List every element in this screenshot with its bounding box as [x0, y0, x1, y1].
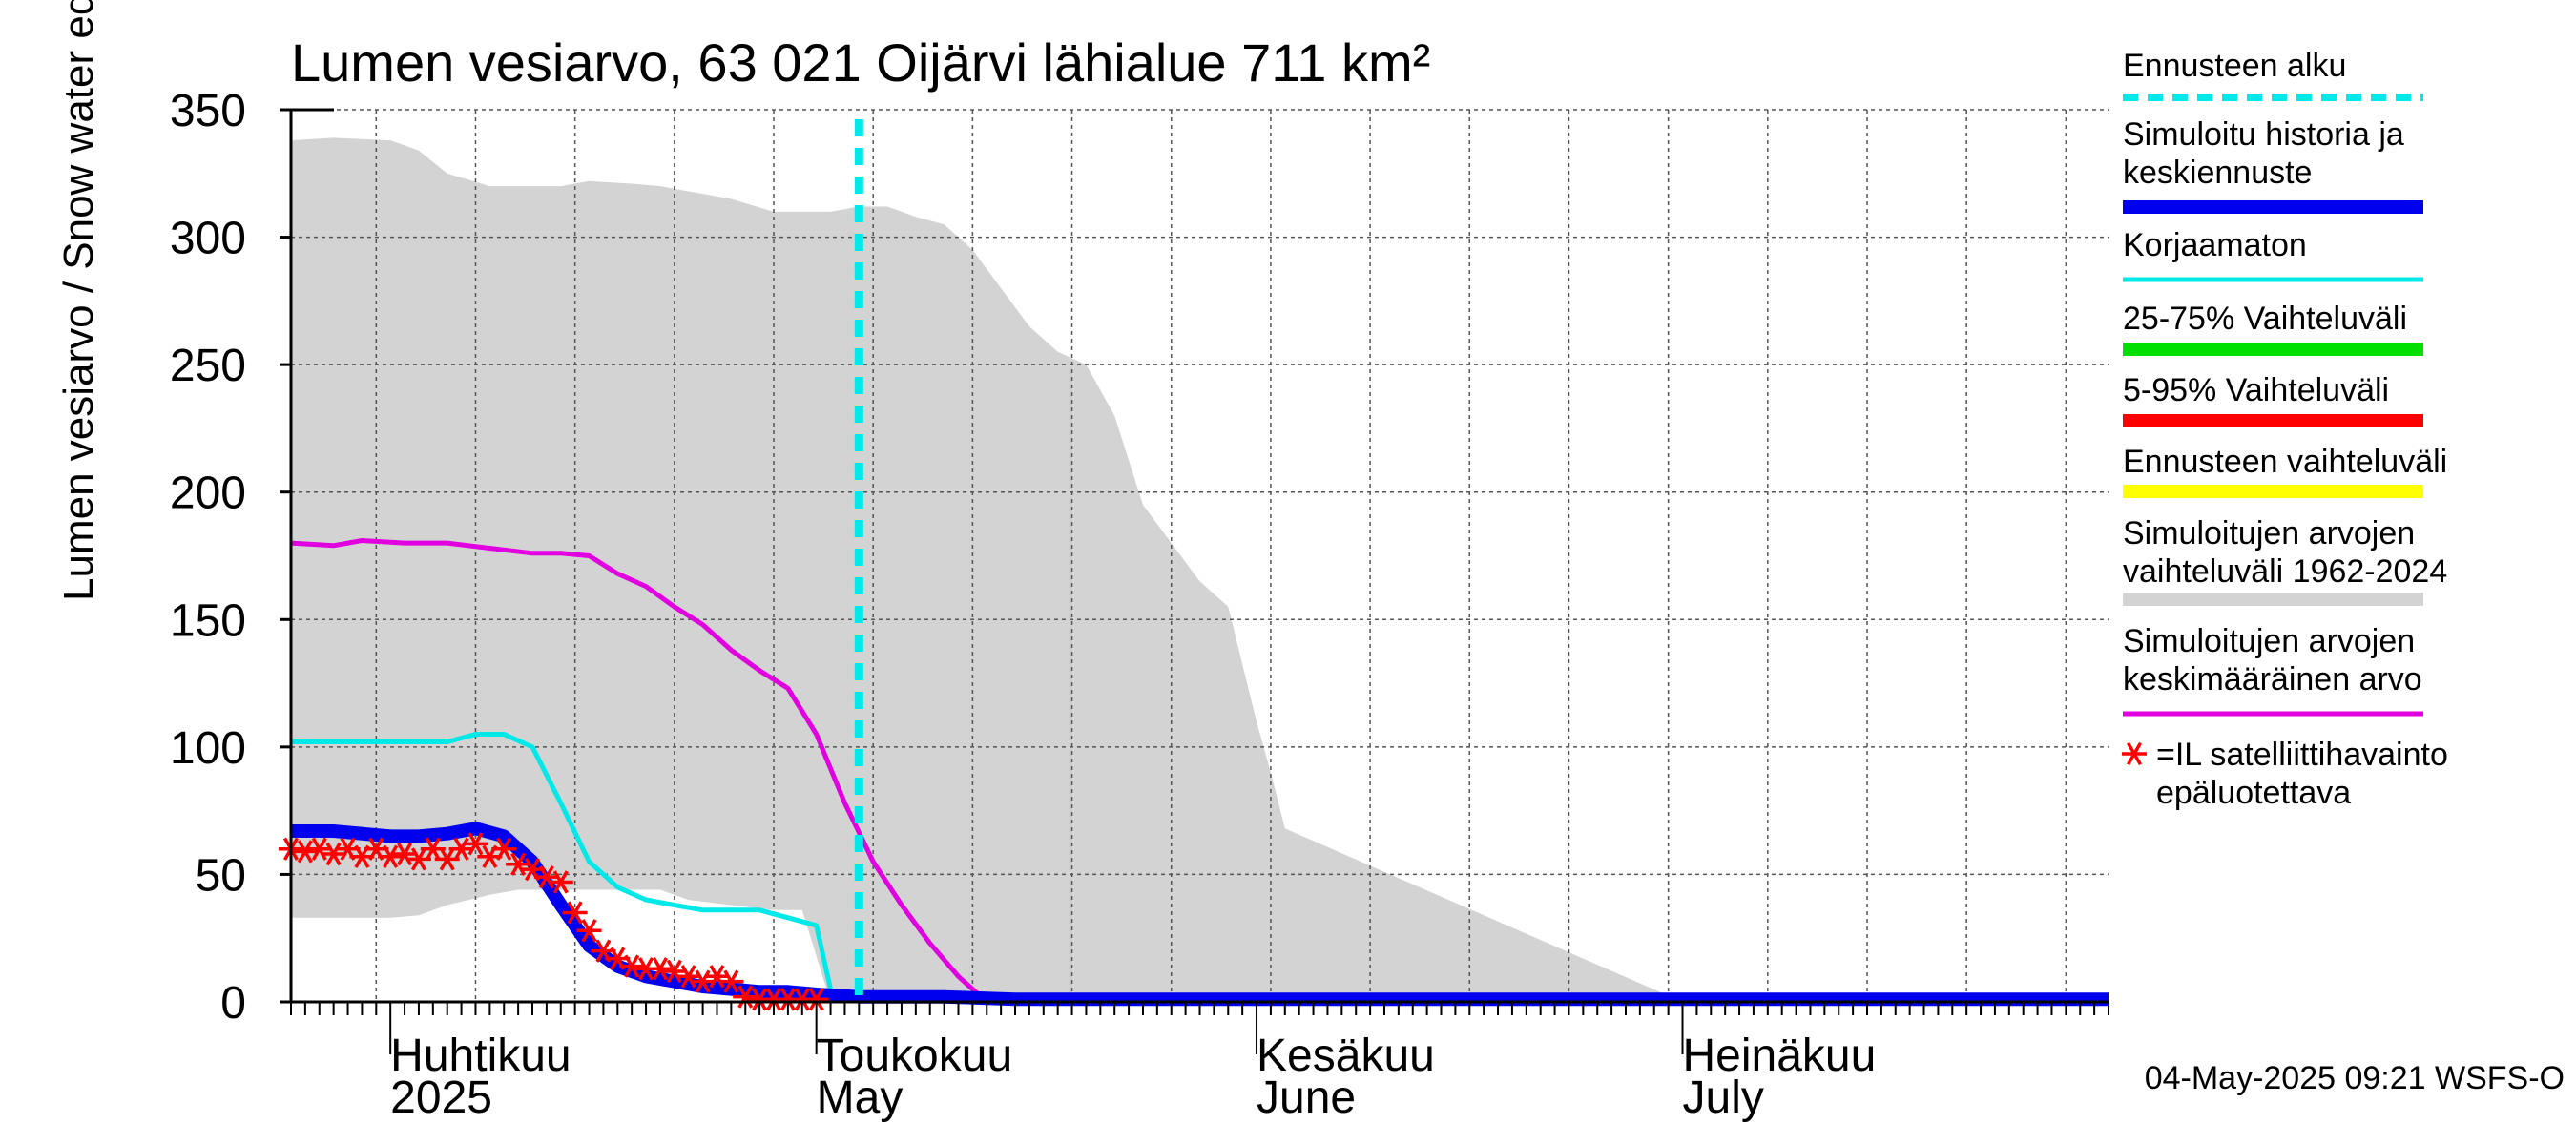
satellite-marker	[562, 901, 588, 925]
satellite-marker	[661, 959, 687, 984]
y-axis-label: Lumen vesiarvo / Snow water equiv. mm	[55, 0, 102, 601]
satellite-marker	[533, 864, 559, 889]
satellite-marker	[292, 840, 318, 864]
x-month-label: Toukokuu	[817, 1030, 1012, 1081]
satellite-marker	[506, 852, 531, 876]
satellite-marker	[306, 837, 332, 861]
satellite-marker	[718, 969, 744, 993]
legend-label: Korjaamaton	[2123, 227, 2307, 263]
satellite-marker	[675, 965, 701, 989]
satellite-markers	[279, 832, 829, 1011]
legend-label: Simuloitujen arvojen	[2123, 515, 2415, 552]
footer-timestamp: 04-May-2025 09:21 WSFS-O	[2145, 1060, 2565, 1096]
satellite-marker	[548, 870, 573, 894]
legend-label: vaihteluväli 1962-2024	[2123, 553, 2447, 590]
satellite-marker	[448, 837, 474, 861]
y-tick-label: 250	[170, 341, 246, 391]
satellite-marker	[463, 832, 488, 856]
y-tick-label: 350	[170, 86, 246, 136]
satellite-marker	[647, 957, 673, 981]
legend-label: Simuloitujen arvojen	[2123, 623, 2415, 659]
series-line	[291, 822, 2109, 1007]
legend-label: =IL satelliittihavainto	[2156, 737, 2448, 773]
legend-label: 5-95% Vaihteluväli	[2123, 372, 2389, 408]
x-month-label: Huhtikuu	[390, 1030, 571, 1081]
gridlines	[291, 109, 2109, 1002]
y-tick-label: 150	[170, 595, 246, 646]
x-month-sublabel: May	[817, 1072, 904, 1123]
y-tick-label: 300	[170, 214, 246, 264]
satellite-marker	[803, 988, 829, 1011]
legend-item: 25-75% Vaihteluväli	[2123, 301, 2423, 356]
satellite-marker	[619, 954, 645, 978]
satellite-marker	[576, 919, 602, 943]
legend-label: keskiennuste	[2123, 155, 2312, 191]
x-month-sublabel: July	[1683, 1072, 1764, 1123]
y-tick-label: 200	[170, 468, 246, 519]
x-month-sublabel: June	[1257, 1072, 1356, 1123]
series-line	[291, 732, 833, 990]
series-lines	[290, 119, 2109, 1007]
satellite-marker	[704, 965, 730, 989]
y-tick-label: 50	[196, 850, 246, 901]
y-tick-label: 0	[220, 978, 246, 1029]
satellite-marker	[733, 985, 758, 1009]
chart-title: Lumen vesiarvo, 63 021 Oijärvi lähialue …	[291, 32, 1430, 93]
legend-label: Ennusteen vaihteluväli	[2123, 444, 2447, 480]
legend-item: 5-95% Vaihteluväli	[2123, 372, 2423, 427]
x-month-sublabel: 2025	[390, 1072, 492, 1123]
satellite-marker	[491, 837, 517, 861]
x-month-label: Kesäkuu	[1257, 1030, 1435, 1081]
legend-item: Ennusteen alku	[2123, 48, 2423, 101]
satellite-marker	[321, 842, 346, 866]
legend-label: epäluotettava	[2156, 775, 2351, 811]
legend-label: 25-75% Vaihteluväli	[2123, 301, 2407, 337]
legend-item: Korjaamaton	[2123, 227, 2423, 282]
legend-label: Ennusteen alku	[2123, 48, 2346, 84]
satellite-marker	[392, 842, 418, 866]
y-tick-label: 100	[170, 723, 246, 774]
x-month-label: Heinäkuu	[1683, 1030, 1877, 1081]
legend-marker	[2122, 741, 2147, 766]
band-area	[291, 137, 2109, 1002]
legend-label: Simuloitu historia ja	[2123, 116, 2404, 153]
series-line	[290, 538, 2109, 1005]
satellite-marker	[690, 969, 716, 993]
legend-label: keskimääräinen arvo	[2123, 661, 2422, 697]
satellite-marker	[378, 844, 404, 868]
historical-range-band	[291, 137, 2109, 1002]
legend-item: Ennusteen vaihteluväli	[2123, 444, 2447, 498]
